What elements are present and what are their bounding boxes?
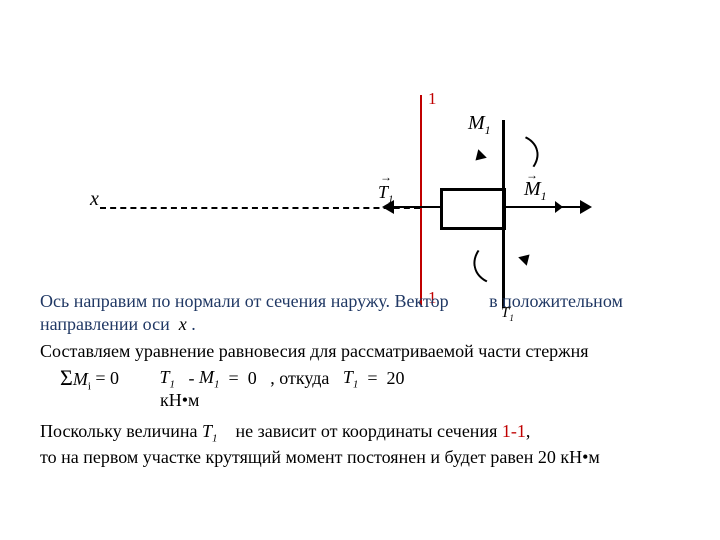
conclusion-part3: то на первом участке крутящий момент пос… bbox=[40, 447, 600, 467]
axis-direction-text: Ось направим по нормали от сечения наруж… bbox=[40, 290, 690, 337]
equals-1: = bbox=[95, 368, 105, 389]
t1-vector-line bbox=[392, 206, 442, 208]
whence-text: , откуда bbox=[270, 368, 329, 389]
t1-symbol: T1 bbox=[160, 367, 176, 391]
m1bar-vector-tick-icon bbox=[555, 201, 563, 213]
conclusion-part1: Поскольку величина bbox=[40, 421, 198, 441]
zero-2: 0 bbox=[248, 368, 257, 389]
equilibrium-intro-text: Составляем уравнение равновесия для расс… bbox=[40, 340, 700, 363]
m1-moment-label-top: M1 bbox=[468, 112, 491, 138]
t1-symbol-2: T1 bbox=[343, 367, 359, 391]
x-axis-label: x bbox=[90, 188, 99, 211]
m1bar-vector-line bbox=[502, 206, 582, 208]
shaft-segment bbox=[440, 188, 506, 230]
section-ref-1-1: 1-1 bbox=[502, 421, 526, 441]
axis-direction-part1: Ось направим по нормали от сечения наруж… bbox=[40, 291, 449, 311]
equals-2: = bbox=[229, 368, 239, 389]
section-line-1-1 bbox=[420, 95, 422, 305]
axis-dashed-left bbox=[100, 207, 420, 209]
m1-symbol: M1 bbox=[199, 367, 220, 391]
m1bar-vector-label: →M1 bbox=[524, 178, 547, 204]
zero-1: 0 bbox=[110, 368, 119, 389]
unit-label: кН•м bbox=[160, 390, 199, 411]
t1-vector-label: →T1 bbox=[378, 182, 394, 206]
conclusion-comma: , bbox=[526, 421, 531, 441]
sum-m-symbol: ΣMi bbox=[60, 365, 91, 393]
torsion-diagram: x 1 1 →T1 →M1 M1 →T1 bbox=[0, 40, 720, 280]
equation-line: ΣMi = 0 T1 - M1 = 0 , откуда T1 = 20 bbox=[60, 365, 710, 393]
m1bar-vector-arrowhead-icon bbox=[580, 200, 592, 214]
equals-3: = bbox=[367, 368, 377, 389]
axis-symbol-x: x bbox=[179, 314, 187, 334]
result-value: 20 bbox=[387, 368, 405, 389]
conclusion-part2: не зависит от координаты сечения bbox=[236, 421, 498, 441]
conclusion-text: Поскольку величина T1 не зависит от коор… bbox=[40, 420, 700, 469]
axis-direction-period: . bbox=[191, 314, 196, 334]
t1-inline-symbol: T1 bbox=[202, 421, 218, 441]
minus-sign: - bbox=[189, 368, 195, 389]
section-label-top: 1 bbox=[428, 89, 437, 109]
